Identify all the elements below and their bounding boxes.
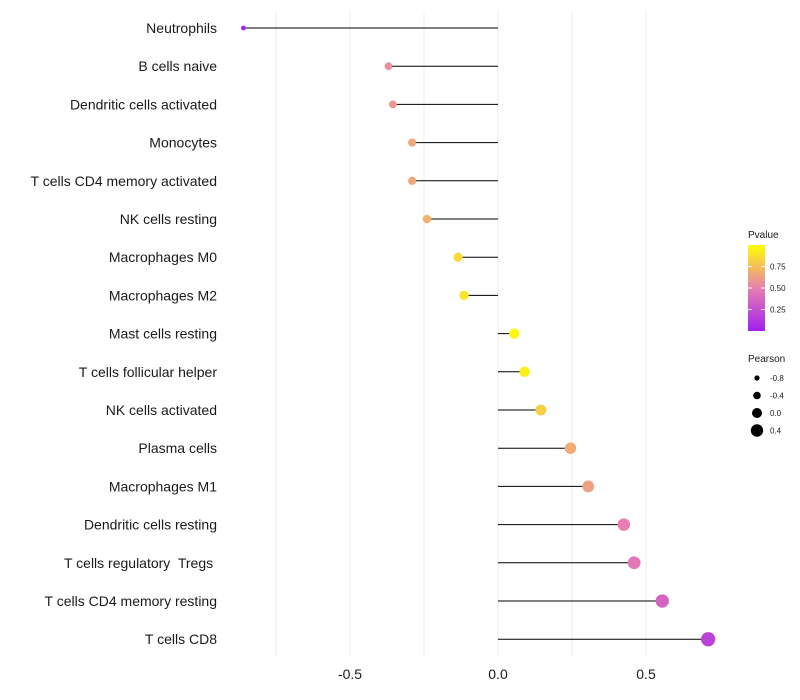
category-label: NK cells resting xyxy=(120,211,217,227)
x-tick-label: 0.0 xyxy=(488,666,508,682)
category-label: T cells CD8 xyxy=(145,631,217,647)
legend-pvalue-label: 0.25 xyxy=(770,306,786,315)
category-label: T cells CD4 memory activated xyxy=(31,173,217,189)
legend-pearson-dot xyxy=(753,391,761,400)
legend-pearson-label: -0.4 xyxy=(770,392,784,401)
legend-pearson: Pearson -0.8 -0.4 0.0 0.4 xyxy=(748,354,785,437)
legend-pearson-label: 0.0 xyxy=(770,409,782,418)
legend-pearson-label: 0.4 xyxy=(770,427,782,436)
x-tick-labels: -0.5 0.0 0.5 xyxy=(338,666,656,682)
category-label: Dendritic cells activated xyxy=(70,96,217,112)
category-label: NK cells activated xyxy=(106,402,217,418)
data-point xyxy=(459,290,469,301)
data-point xyxy=(384,62,393,71)
data-point xyxy=(241,25,246,31)
category-label: Plasma cells xyxy=(138,440,217,456)
category-label: Dendritic cells resting xyxy=(84,517,217,533)
category-label: T cells regulatory Tregs xyxy=(64,555,217,571)
data-point xyxy=(617,518,631,531)
category-label: Mast cells resting xyxy=(109,326,217,342)
stems xyxy=(243,27,709,640)
legend-pvalue-colorbar xyxy=(748,245,765,331)
category-label: T cells follicular helper xyxy=(79,364,218,380)
category-label: Macrophages M0 xyxy=(109,249,217,265)
data-point xyxy=(582,480,595,493)
category-label: Macrophages M1 xyxy=(109,478,217,494)
category-label: B cells naive xyxy=(138,58,217,74)
data-point xyxy=(422,214,432,224)
points xyxy=(241,25,716,647)
category-label: Macrophages M2 xyxy=(109,287,217,303)
category-label: Monocytes xyxy=(149,135,217,151)
legend-pearson-title: Pearson xyxy=(748,354,785,365)
data-point xyxy=(408,138,417,147)
category-label: Neutrophils xyxy=(146,20,217,36)
data-point xyxy=(388,100,397,109)
legend-pvalue-label: 0.50 xyxy=(770,284,786,293)
data-point xyxy=(627,556,641,570)
gridlines xyxy=(275,12,647,656)
data-point xyxy=(408,176,417,185)
category-labels: Neutrophils B cells naive Dendritic cells … xyxy=(31,20,218,647)
data-point xyxy=(655,594,669,608)
legend-pvalue: Pvalue 0.75 0.50 0.25 xyxy=(748,230,786,331)
category-label: T cells CD4 memory resting xyxy=(45,593,217,609)
data-point xyxy=(564,442,577,454)
legend-pearson-dot xyxy=(754,375,760,381)
data-point xyxy=(509,328,520,339)
legend-pvalue-title: Pvalue xyxy=(748,230,779,241)
data-point xyxy=(519,366,530,378)
x-tick-label: 0.5 xyxy=(636,666,656,682)
data-point xyxy=(535,404,547,416)
legend-pvalue-label: 0.75 xyxy=(770,263,786,272)
legend-pearson-label: -0.8 xyxy=(770,374,784,383)
data-point xyxy=(453,252,463,262)
legend-pearson-dot xyxy=(752,408,762,418)
data-point xyxy=(701,632,716,647)
legend-pearson-dot xyxy=(750,424,764,437)
x-tick-label: -0.5 xyxy=(338,666,362,682)
